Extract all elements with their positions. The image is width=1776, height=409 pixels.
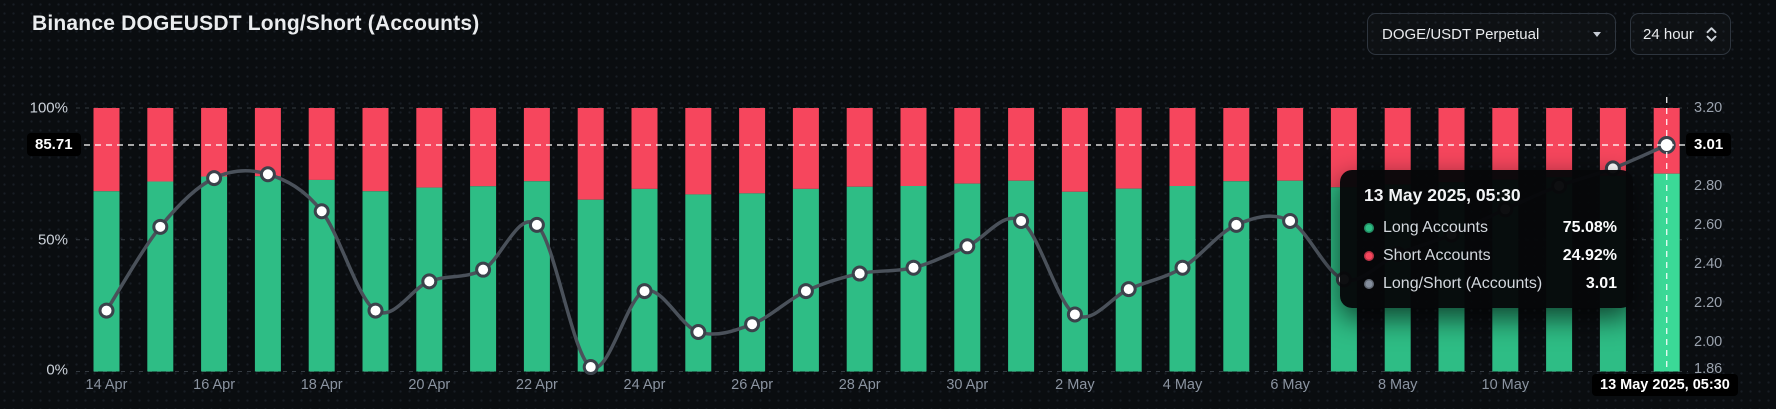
bar-short-accounts[interactable] [577, 108, 604, 200]
bar-long-accounts[interactable] [1008, 180, 1035, 372]
crosshair-x-label: 13 May 2025, 05:30 [1592, 374, 1738, 396]
bar-long-accounts[interactable] [362, 191, 389, 372]
line-point[interactable] [421, 273, 438, 290]
pair-select[interactable]: DOGE/USDT Perpetual [1367, 13, 1616, 55]
pair-select-value: DOGE/USDT Perpetual [1382, 25, 1540, 43]
line-point[interactable] [98, 302, 115, 319]
line-point[interactable] [1174, 259, 1191, 276]
line-point[interactable] [744, 316, 761, 333]
line-point[interactable] [152, 218, 169, 235]
line-point[interactable] [1066, 306, 1083, 323]
chart-tooltip: 13 May 2025, 05:30 Long Accounts 75.08% … [1340, 170, 1633, 308]
bar-long-accounts[interactable] [1653, 173, 1680, 372]
crosshair-y-right-label: 3.01 [1686, 133, 1732, 156]
line-point[interactable] [475, 261, 492, 278]
crosshair-y-left-label: 85.71 [27, 133, 81, 156]
bar-long-accounts[interactable] [1115, 188, 1142, 372]
tooltip-row-label: Long Accounts [1383, 219, 1488, 236]
bar-long-accounts[interactable] [631, 188, 658, 372]
bar-long-accounts[interactable] [954, 183, 981, 372]
bar-long-accounts[interactable] [470, 186, 497, 372]
line-point[interactable] [1282, 212, 1299, 229]
bar-short-accounts[interactable] [254, 108, 281, 177]
interval-select[interactable]: 24 hour [1630, 13, 1731, 55]
tooltip-row-long: Long Accounts 75.08% [1364, 217, 1617, 239]
tooltip-row-value: 75.08% [1562, 219, 1617, 236]
bar-short-accounts[interactable] [362, 108, 389, 192]
short-series-dot-icon [1364, 251, 1374, 261]
bar-short-accounts[interactable] [900, 108, 927, 186]
bar-short-accounts[interactable] [93, 108, 120, 192]
tooltip-row-ratio: Long/Short (Accounts) 3.01 [1364, 273, 1617, 295]
line-point[interactable] [206, 170, 223, 187]
page-title: Binance DOGEUSDT Long/Short (Accounts) [32, 12, 480, 35]
bar-short-accounts[interactable] [201, 108, 228, 177]
bar-long-accounts[interactable] [792, 188, 819, 372]
tooltip-row-short: Short Accounts 24.92% [1364, 245, 1617, 267]
bar-short-accounts[interactable] [416, 108, 443, 188]
long-series-dot-icon [1364, 223, 1374, 233]
line-point[interactable] [905, 259, 922, 276]
bar-short-accounts[interactable] [954, 108, 981, 184]
line-point[interactable] [797, 283, 814, 300]
line-point[interactable] [582, 359, 599, 376]
line-point[interactable] [367, 302, 384, 319]
tooltip-row-label: Short Accounts [1383, 247, 1491, 264]
bar-short-accounts[interactable] [1546, 108, 1573, 178]
bar-long-accounts[interactable] [523, 181, 550, 372]
line-point[interactable] [1228, 216, 1245, 233]
bar-short-accounts[interactable] [846, 108, 873, 187]
line-point[interactable] [1013, 212, 1030, 229]
line-point[interactable] [851, 265, 868, 282]
bar-short-accounts[interactable] [631, 108, 658, 189]
bar-long-accounts[interactable] [201, 176, 228, 372]
bar-short-accounts[interactable] [308, 108, 335, 180]
tooltip-title: 13 May 2025, 05:30 [1364, 185, 1521, 205]
bar-long-accounts[interactable] [900, 185, 927, 372]
bar-long-accounts[interactable] [93, 191, 120, 372]
tooltip-row-label: Long/Short (Accounts) [1383, 275, 1543, 292]
bar-short-accounts[interactable] [739, 108, 766, 194]
bar-short-accounts[interactable] [1115, 108, 1142, 189]
line-point[interactable] [313, 203, 330, 220]
line-point[interactable] [259, 166, 276, 183]
bar-long-accounts[interactable] [1277, 180, 1304, 372]
bar-short-accounts[interactable] [792, 108, 819, 189]
bar-long-accounts[interactable] [1169, 185, 1196, 372]
tooltip-row-value: 3.01 [1585, 275, 1617, 292]
bar-short-accounts[interactable] [1223, 108, 1250, 182]
bar-long-accounts[interactable] [254, 176, 281, 372]
bar-long-accounts[interactable] [739, 193, 766, 372]
bar-long-accounts[interactable] [1061, 191, 1088, 372]
tooltip-row-value: 24.92% [1562, 247, 1617, 264]
bar-long-accounts[interactable] [147, 181, 174, 372]
bar-short-accounts[interactable] [1169, 108, 1196, 186]
bar-short-accounts[interactable] [1061, 108, 1088, 192]
bar-long-accounts[interactable] [1223, 181, 1250, 372]
bar-short-accounts[interactable] [685, 108, 712, 195]
line-point[interactable] [636, 283, 653, 300]
line-point[interactable] [959, 238, 976, 255]
bar-long-accounts[interactable] [685, 194, 712, 372]
line-point[interactable] [1120, 281, 1137, 298]
chevron-down-icon [1593, 31, 1601, 37]
bar-short-accounts[interactable] [1492, 108, 1519, 180]
interval-select-value: 24 hour [1643, 25, 1694, 43]
bar-long-accounts[interactable] [577, 199, 604, 372]
bar-short-accounts[interactable] [470, 108, 497, 187]
chevron-updown-icon [1706, 26, 1717, 42]
ratio-series-dot-icon [1364, 279, 1374, 289]
line-point[interactable] [690, 323, 707, 340]
line-point[interactable] [528, 216, 545, 233]
